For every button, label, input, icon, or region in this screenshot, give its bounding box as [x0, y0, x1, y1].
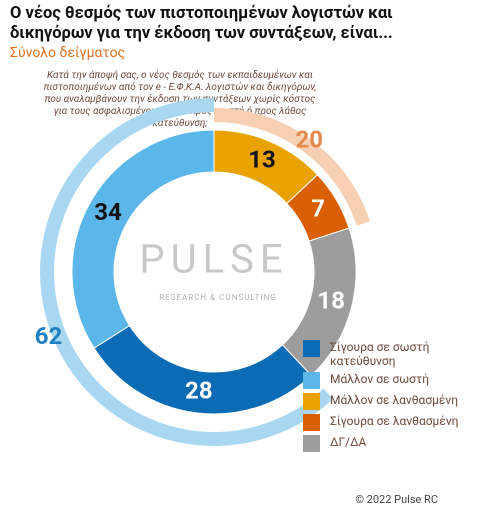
legend-swatch [303, 393, 320, 410]
legend-item: Μάλλον σε σωστή [303, 372, 478, 389]
legend-item: Μάλλον σε λανθασμένη [303, 393, 478, 410]
outer-arc [39, 98, 334, 446]
outer-label: 20 [295, 125, 323, 153]
legend-label: Σίγουρα σε λανθασμένη [330, 414, 459, 428]
chart-subtitle: Σύνολο δείγματος [10, 45, 126, 61]
legend-item: ΔΓ/ΔΑ [303, 435, 478, 452]
legend-swatch [303, 340, 320, 357]
watermark: PULSE [139, 236, 288, 283]
segment-label: 28 [185, 376, 213, 404]
outer-label: 62 [35, 322, 63, 350]
donut-segment [71, 129, 215, 349]
legend-item: Σίγουρα σε λανθασμένη [303, 414, 478, 431]
legend-label: Σίγουρα σε σωστή κατεύθυνση [330, 340, 430, 368]
legend-label: Μάλλον σε σωστή [330, 372, 430, 386]
chart-title: Ο νέος θεσμός των πιστοποιημένων λογιστώ… [10, 4, 393, 43]
segment-label: 34 [94, 198, 122, 226]
segment-label: 18 [317, 286, 345, 314]
legend-swatch [303, 372, 320, 389]
legend-label: ΔΓ/ΔΑ [330, 435, 367, 449]
legend: Σίγουρα σε σωστή κατεύθυνση Μάλλον σε σωσ… [303, 340, 478, 456]
outer-arc [214, 108, 370, 226]
legend-item: Σίγουρα σε σωστή κατεύθυνση [303, 340, 478, 368]
watermark-sub: RESEARCH & CONSULTING [159, 293, 276, 302]
segment-label: 13 [248, 145, 276, 173]
legend-swatch [303, 414, 320, 431]
legend-label: Μάλλον σε λανθασμένη [330, 393, 459, 407]
footer: © 2022 Pulse RC [355, 493, 438, 506]
legend-swatch [303, 435, 320, 452]
segment-label: 7 [311, 195, 325, 223]
